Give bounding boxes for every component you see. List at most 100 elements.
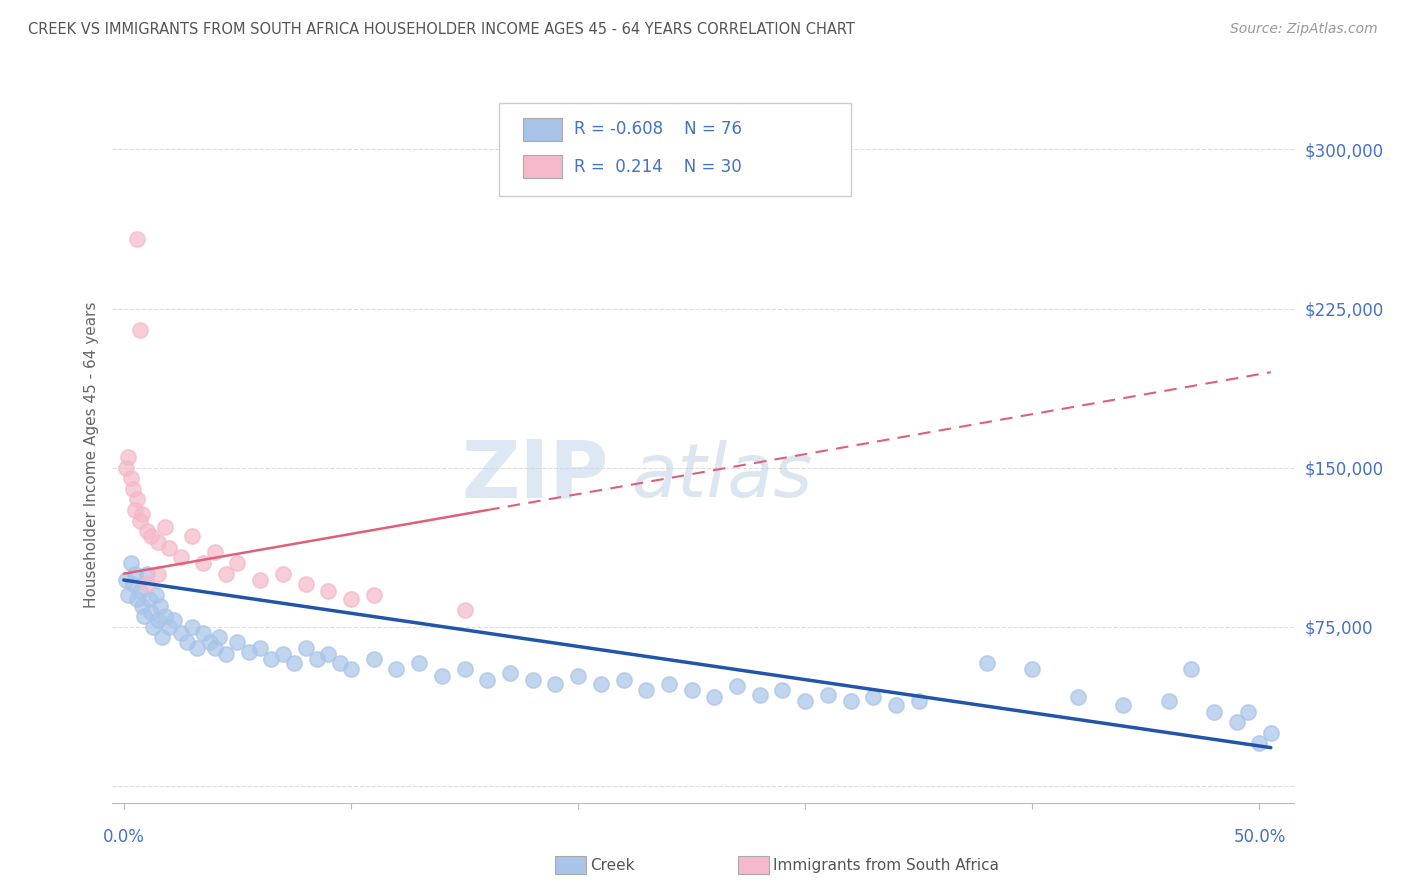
Text: 50.0%: 50.0%: [1233, 829, 1285, 847]
Point: [862, 690, 884, 704]
Point: [153, 609, 176, 624]
Point: [329, 656, 352, 670]
Point: [127, 492, 149, 507]
Point: [271, 648, 294, 662]
Point: [127, 592, 149, 607]
Point: [128, 514, 150, 528]
Point: [135, 577, 157, 591]
Point: [127, 231, 149, 245]
Point: [198, 634, 221, 648]
Point: [453, 662, 475, 676]
Point: [134, 609, 156, 624]
Point: [139, 605, 162, 619]
Point: [772, 683, 794, 698]
Point: [1021, 662, 1043, 676]
Point: [271, 566, 294, 581]
Point: [1226, 715, 1249, 730]
Point: [340, 662, 363, 676]
Point: [124, 503, 146, 517]
Point: [294, 640, 316, 655]
Point: [1237, 705, 1260, 719]
Point: [408, 656, 430, 670]
Point: [839, 694, 862, 708]
Point: [1180, 662, 1202, 676]
Point: [316, 583, 339, 598]
Point: [193, 556, 215, 570]
Point: [146, 613, 169, 627]
Point: [1202, 705, 1225, 719]
Point: [122, 482, 145, 496]
Point: [157, 620, 180, 634]
Point: [249, 573, 271, 587]
Point: [120, 471, 142, 485]
Point: [316, 648, 339, 662]
Point: [146, 566, 169, 581]
Point: [139, 528, 162, 542]
Point: [208, 631, 231, 645]
Point: [138, 592, 160, 607]
Point: [176, 634, 198, 648]
Text: R = -0.608    N = 76: R = -0.608 N = 76: [574, 120, 741, 138]
Point: [226, 556, 249, 570]
Text: Creek: Creek: [591, 858, 636, 872]
Point: [294, 577, 316, 591]
Text: R =  0.214    N = 30: R = 0.214 N = 30: [574, 158, 741, 176]
Point: [477, 673, 499, 687]
Point: [1249, 736, 1271, 750]
Point: [658, 677, 681, 691]
Point: [1112, 698, 1135, 713]
Point: [884, 698, 907, 713]
Point: [215, 566, 238, 581]
Point: [976, 656, 998, 670]
Point: [115, 573, 138, 587]
Text: Source: ZipAtlas.com: Source: ZipAtlas.com: [1230, 22, 1378, 37]
Point: [152, 631, 174, 645]
Point: [131, 508, 153, 522]
Point: [204, 545, 226, 559]
Point: [567, 668, 589, 682]
Point: [544, 677, 567, 691]
Point: [1260, 726, 1282, 740]
Point: [363, 588, 385, 602]
Point: [249, 640, 271, 655]
Point: [169, 549, 191, 564]
Text: CREEK VS IMMIGRANTS FROM SOUTH AFRICA HOUSEHOLDER INCOME AGES 45 - 64 YEARS CORR: CREEK VS IMMIGRANTS FROM SOUTH AFRICA HO…: [28, 22, 855, 37]
Text: ZIP: ZIP: [461, 437, 609, 515]
Point: [115, 460, 138, 475]
Point: [122, 577, 145, 591]
Point: [146, 534, 169, 549]
Point: [283, 656, 305, 670]
Point: [1157, 694, 1180, 708]
Point: [186, 640, 208, 655]
Point: [636, 683, 658, 698]
Point: [238, 645, 260, 659]
Point: [128, 583, 150, 598]
Point: [157, 541, 180, 556]
Point: [589, 677, 612, 691]
Point: [215, 648, 238, 662]
Point: [1067, 690, 1090, 704]
Text: Immigrants from South Africa: Immigrants from South Africa: [773, 858, 1000, 872]
Point: [385, 662, 408, 676]
Point: [124, 566, 146, 581]
Point: [117, 588, 139, 602]
Point: [193, 626, 215, 640]
Point: [135, 566, 157, 581]
Point: [204, 640, 226, 655]
Point: [131, 599, 153, 613]
Point: [142, 620, 165, 634]
Y-axis label: Householder Income Ages 45 - 64 years: Householder Income Ages 45 - 64 years: [83, 301, 98, 608]
Point: [430, 668, 453, 682]
Point: [120, 556, 142, 570]
Point: [260, 651, 283, 665]
Point: [305, 651, 328, 665]
Point: [169, 626, 191, 640]
Point: [499, 666, 522, 681]
Point: [522, 673, 544, 687]
Text: 0.0%: 0.0%: [103, 829, 145, 847]
Text: atlas: atlas: [633, 440, 814, 512]
Point: [363, 651, 385, 665]
Point: [703, 690, 725, 704]
Point: [340, 592, 363, 607]
Point: [128, 323, 150, 337]
